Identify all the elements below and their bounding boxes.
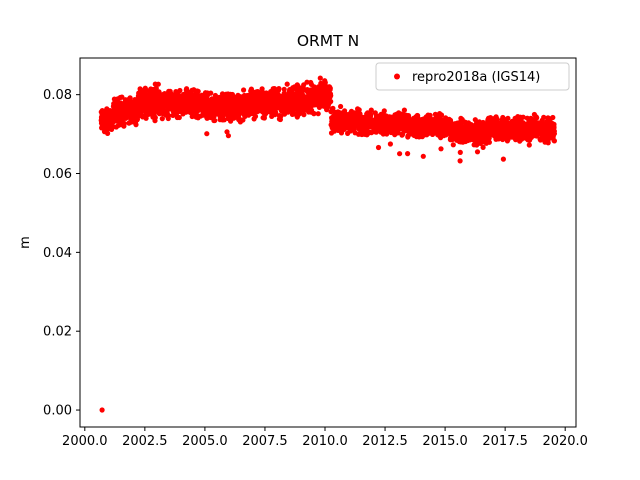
y-tick-label: 0.02 (43, 325, 72, 340)
data-points-series-repro2018a (98, 75, 558, 413)
x-tick-label: 2000.0 (62, 434, 108, 449)
chart-title: ORMT N (297, 32, 359, 50)
x-axis: 2000.0 2002.5 2005.0 2007.5 2010.0 2012.5 2015… (62, 427, 588, 449)
x-tick-label: 2020.0 (542, 434, 588, 449)
y-axis-label: m (18, 236, 33, 249)
y-tick-label: 0.08 (43, 88, 72, 103)
legend-box (375, 62, 570, 91)
y-tick-label: 0.04 (43, 246, 72, 261)
x-tick-label: 2007.5 (242, 434, 288, 449)
x-tick-label: 2015.0 (422, 434, 468, 449)
x-tick-label: 2005.0 (182, 434, 228, 449)
x-tick-label: 2012.5 (362, 434, 408, 449)
x-tick-label: 2002.5 (122, 434, 168, 449)
legend-label: repro2018a (IGS14) (412, 70, 540, 85)
outlier-point (474, 149, 481, 155)
plot-area-frame (79, 57, 577, 428)
x-tick-label: 2010.0 (302, 434, 348, 449)
y-tick-label: 0.00 (43, 404, 72, 419)
outlier-point (99, 407, 105, 413)
y-axis: 0.00 0.02 0.04 0.06 0.08 (43, 88, 80, 419)
legend-marker-icon (394, 73, 400, 80)
y-tick-label: 0.06 (43, 167, 72, 182)
x-tick-label: 2017.5 (482, 434, 528, 449)
legend: repro2018a (IGS14) (375, 62, 570, 91)
